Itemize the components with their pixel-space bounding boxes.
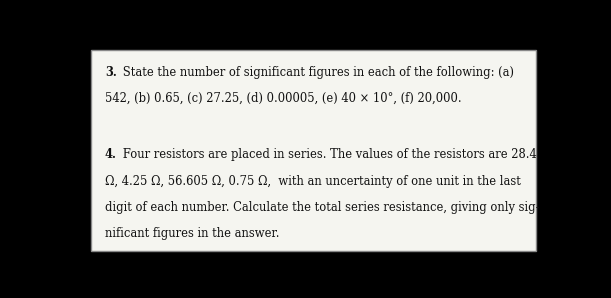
- Text: 4.: 4.: [105, 148, 117, 161]
- Text: State the number of significant figures in each of the following: (a): State the number of significant figures …: [117, 66, 513, 79]
- Text: 3.: 3.: [105, 66, 117, 79]
- Text: Four resistors are placed in series. The values of the resistors are 28.4: Four resistors are placed in series. The…: [117, 148, 536, 161]
- FancyBboxPatch shape: [90, 49, 536, 252]
- Text: digit of each number. Calculate the total series resistance, giving only sig-: digit of each number. Calculate the tota…: [105, 201, 540, 214]
- Text: Ω, 4.25 Ω, 56.605 Ω, 0.75 Ω,  with an uncertainty of one unit in the last: Ω, 4.25 Ω, 56.605 Ω, 0.75 Ω, with an unc…: [105, 175, 521, 187]
- Text: nificant figures in the answer.: nificant figures in the answer.: [105, 227, 279, 240]
- Text: 542, (b) 0.65, (c) 27.25, (d) 0.00005, (e) 40 × 10°, (f) 20,000.: 542, (b) 0.65, (c) 27.25, (d) 0.00005, (…: [105, 92, 461, 105]
